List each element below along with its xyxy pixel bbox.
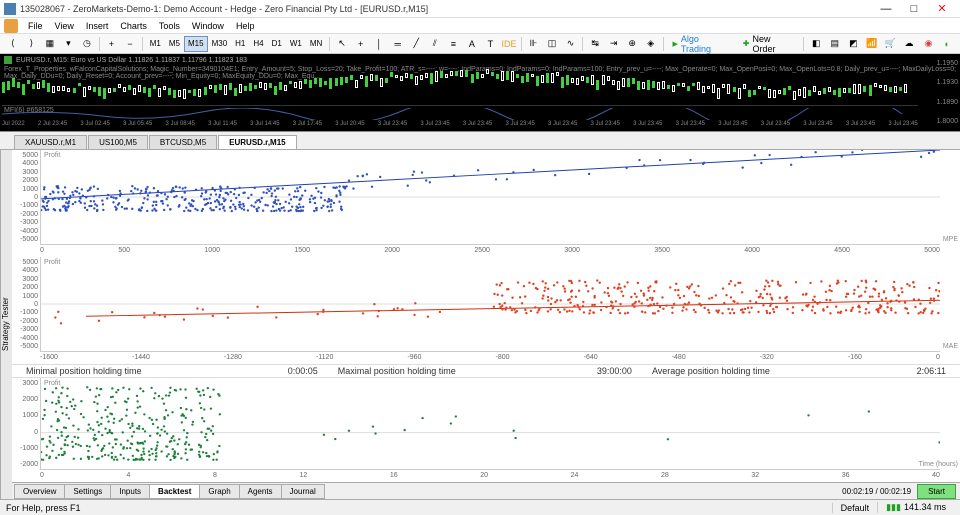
help-hint: For Help, press F1	[6, 503, 832, 513]
window-title: 135028067 - ZeroMarkets-Demo-1: Demo Acc…	[20, 4, 872, 14]
market-watch-icon[interactable]: ◷	[78, 36, 96, 52]
menu-window[interactable]: Window	[186, 21, 230, 31]
maximize-button[interactable]: □	[900, 0, 928, 18]
equidistant-icon[interactable]: ⫽	[426, 36, 444, 52]
minimize-button[interactable]: —	[872, 0, 900, 18]
price-chart[interactable]: EURUSD.r, M15: Euro vs US Dollar 1.11826…	[0, 54, 960, 132]
timeframe-M1[interactable]: M1	[146, 36, 165, 52]
chart-tab[interactable]: BTCUSD,M5	[149, 135, 217, 149]
holding-time-info: Minimal position holding time 0:00:05 Ma…	[12, 364, 960, 378]
crosshair-icon[interactable]: +	[352, 36, 370, 52]
tester-tab-journal[interactable]: Journal	[281, 484, 325, 499]
timeframe-MN[interactable]: MN	[306, 36, 326, 52]
max-hold-label: Maximal position holding time	[338, 366, 456, 376]
trendline-icon[interactable]: ╱	[407, 36, 425, 52]
fibo-icon[interactable]: ≡	[445, 36, 463, 52]
menu-help[interactable]: Help	[230, 21, 261, 31]
signals-icon[interactable]: 📶	[863, 36, 881, 52]
time-chart[interactable]: Profit Time (hours) 3000200010000-1000-2…	[12, 378, 960, 482]
timeframe-M5[interactable]: M5	[165, 36, 184, 52]
menu-charts[interactable]: Charts	[114, 21, 153, 31]
text-label-icon[interactable]: T	[482, 36, 500, 52]
min-hold-label: Minimal position holding time	[26, 366, 142, 376]
tester-icon[interactable]: ◩	[845, 36, 863, 52]
new-chart-icon[interactable]: ▦	[41, 36, 59, 52]
zoom-out-icon[interactable]: −	[121, 36, 139, 52]
menu-view[interactable]: View	[49, 21, 80, 31]
status-bar: For Help, press F1 Default ▮▮▮141.34 ms	[0, 499, 960, 515]
chart-tab[interactable]: XAUUSD.r,M1	[14, 135, 87, 149]
connection-icon: ▮▮▮	[886, 502, 901, 512]
mpe-axis-label: MPE	[943, 236, 958, 243]
menu-file[interactable]: File	[22, 21, 49, 31]
app-icon	[4, 3, 16, 15]
market-icon[interactable]: 🛒	[882, 36, 900, 52]
progress-text: 00:02:19 / 00:02:19	[842, 487, 911, 496]
tester-tab-inputs[interactable]: Inputs	[110, 484, 150, 499]
chart-tab[interactable]: EURUSD.r,M15	[218, 135, 296, 149]
vline-icon[interactable]: │	[370, 36, 388, 52]
nav-fwd-icon[interactable]: ⟩	[23, 36, 41, 52]
terminal-icon[interactable]: ▤	[826, 36, 844, 52]
nav-back-icon[interactable]: ⟨	[4, 36, 22, 52]
profile-name[interactable]: Default	[832, 503, 878, 513]
menu-bar: FileViewInsertChartsToolsWindowHelp	[0, 18, 960, 34]
timeframe-H4[interactable]: H4	[249, 36, 267, 52]
ide-icon[interactable]: IDE	[500, 36, 518, 52]
toolbar: ⟨ ⟩ ▦ ▾ ◷ + − M1M5M15M30H1H4D1W1MN ↖ + │…	[0, 34, 960, 54]
chart-tabs: XAUUSD.r,M1US100,M5BTCUSD,M5EURUSD.r,M15	[0, 132, 960, 150]
connection-status[interactable]: ▮▮▮141.34 ms	[877, 502, 954, 513]
depth-icon[interactable]: ◧	[807, 36, 825, 52]
bars-icon[interactable]: ⊪	[525, 36, 543, 52]
menu-tools[interactable]: Tools	[153, 21, 186, 31]
ea-status-icon	[4, 56, 12, 64]
mae-chart[interactable]: Profit MAE 500040003000200010000-1000-20…	[12, 257, 960, 364]
timeframe-D1[interactable]: D1	[268, 36, 286, 52]
max-hold-value: 39:00:00	[552, 366, 632, 376]
chart-symbol-label: EURUSD.r, M15: Euro vs US Dollar 1.11826…	[16, 57, 247, 64]
cursor-icon[interactable]: ↖	[333, 36, 351, 52]
tester-tab-graph[interactable]: Graph	[199, 484, 239, 499]
tester-tab-agents[interactable]: Agents	[239, 484, 282, 499]
tester-panel-label: Strategy Tester	[0, 150, 12, 499]
mae-axis-label: MAE	[943, 343, 958, 350]
timeframe-H1[interactable]: H1	[231, 36, 249, 52]
menu-insert[interactable]: Insert	[80, 21, 115, 31]
candles-icon[interactable]: ◫	[543, 36, 561, 52]
tester-tab-overview[interactable]: Overview	[14, 484, 65, 499]
min-hold-value: 0:00:05	[238, 366, 318, 376]
text-icon[interactable]: A	[463, 36, 481, 52]
close-button[interactable]: ✕	[928, 0, 956, 18]
tester-tab-settings[interactable]: Settings	[64, 484, 111, 499]
templates-icon[interactable]: ◈	[642, 36, 660, 52]
autoscroll-icon[interactable]: ⇥	[605, 36, 623, 52]
chart-tab[interactable]: US100,M5	[88, 135, 148, 149]
algo-trading-button[interactable]: Algo Trading	[666, 36, 735, 52]
hline-icon[interactable]: ═	[389, 36, 407, 52]
avg-hold-label: Average position holding time	[652, 366, 770, 376]
avg-hold-value: 2:06:11	[866, 366, 946, 376]
tester-tabs: OverviewSettingsInputsBacktestGraphAgent…	[12, 482, 960, 499]
timeframe-W1[interactable]: W1	[286, 36, 306, 52]
mt5-logo-icon	[4, 19, 18, 33]
toggle-icon[interactable]: ◐	[938, 36, 956, 52]
new-order-button[interactable]: New Order	[737, 36, 801, 52]
shift-icon[interactable]: ↹	[586, 36, 604, 52]
mpe-chart[interactable]: Profit MPE 500040003000200010000-1000-20…	[12, 150, 960, 257]
title-bar: 135028067 - ZeroMarkets-Demo-1: Demo Acc…	[0, 0, 960, 18]
profiles-icon[interactable]: ▾	[60, 36, 78, 52]
zoom-in-icon[interactable]: +	[103, 36, 121, 52]
timeframe-M30[interactable]: M30	[208, 36, 232, 52]
start-button[interactable]: Start	[917, 484, 956, 499]
chart-mode-icon[interactable]: ◉	[920, 36, 938, 52]
indicators-icon[interactable]: ⊕	[623, 36, 641, 52]
tester-tab-backtest[interactable]: Backtest	[149, 484, 200, 499]
vps-icon[interactable]: ☁	[900, 36, 918, 52]
timeframe-M15[interactable]: M15	[184, 36, 208, 52]
line-icon[interactable]: ∿	[562, 36, 580, 52]
